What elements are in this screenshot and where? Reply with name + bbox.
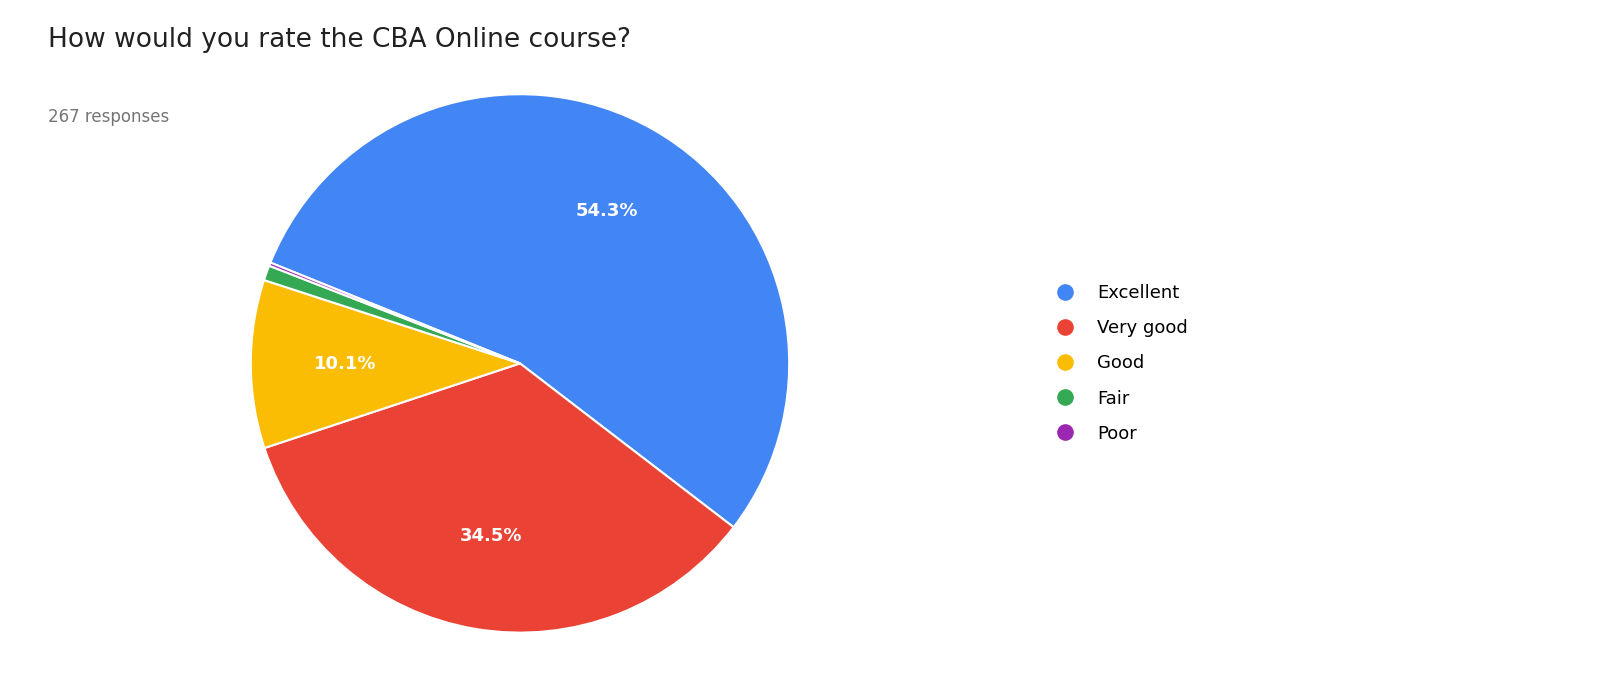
- Text: 267 responses: 267 responses: [48, 108, 170, 126]
- Text: 10.1%: 10.1%: [314, 355, 376, 373]
- Wedge shape: [269, 262, 520, 363]
- Wedge shape: [270, 94, 789, 527]
- Text: 54.3%: 54.3%: [576, 203, 638, 221]
- Text: 34.5%: 34.5%: [459, 527, 522, 545]
- Legend: Excellent, Very good, Good, Fair, Poor: Excellent, Very good, Good, Fair, Poor: [1040, 277, 1195, 450]
- Text: How would you rate the CBA Online course?: How would you rate the CBA Online course…: [48, 27, 630, 53]
- Wedge shape: [251, 280, 520, 448]
- Wedge shape: [264, 363, 734, 633]
- Wedge shape: [264, 266, 520, 363]
